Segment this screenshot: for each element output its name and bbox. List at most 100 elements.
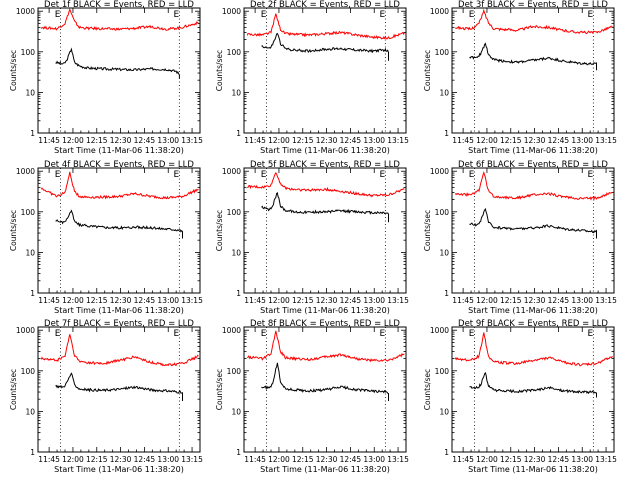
y-tick-label: 1	[30, 289, 35, 298]
x-tick-label: 12:15	[86, 296, 108, 305]
x-tick-label: 11:45	[244, 136, 266, 145]
y-axis-label: Counts/sec	[9, 210, 18, 251]
plot-frame	[37, 326, 201, 453]
x-tick-label: 13:00	[157, 296, 179, 305]
y-tick-label: 10	[231, 248, 241, 257]
chart-title: Det 4f BLACK = Events, RED = LLD	[44, 160, 194, 170]
y-tick-label: 100	[21, 367, 36, 376]
series-lld-line	[40, 334, 199, 367]
y-tick-label: 1000	[16, 167, 35, 176]
series-lld-line	[454, 8, 613, 35]
x-tick-label: 13:00	[571, 455, 593, 464]
y-tick-label: 1000	[16, 7, 35, 16]
x-tick-label: 12:45	[134, 455, 156, 464]
x-tick-label: 12:15	[500, 455, 522, 464]
y-tick-label: 1	[444, 289, 449, 298]
chart-title: Det 7f BLACK = Events, RED = LLD	[44, 319, 194, 329]
marker-label: E	[588, 329, 594, 339]
x-tick-label: 12:15	[292, 455, 314, 464]
series-events-line	[55, 47, 180, 79]
marker-label: E	[469, 329, 475, 339]
y-axis-label: Counts/sec	[215, 369, 224, 410]
x-tick-label: 12:15	[500, 136, 522, 145]
x-tick-label: 12:15	[500, 296, 522, 305]
y-axis-label: Counts/sec	[423, 50, 432, 91]
x-tick-label: 12:00	[476, 296, 498, 305]
x-tick-label: 13:00	[157, 136, 179, 145]
x-tick-label: 12:30	[316, 455, 338, 464]
chart-panel-7: Det 7f BLACK = Events, RED = LLD 1 10 100 10…	[9, 319, 203, 474]
series-events-line	[261, 362, 389, 401]
y-tick-label: 100	[227, 367, 242, 376]
marker-label: E	[380, 10, 386, 20]
x-tick-label: 12:30	[524, 455, 546, 464]
chart-title: Det 1f BLACK = Events, RED = LLD	[44, 0, 194, 10]
x-tick-label: 13:00	[363, 455, 385, 464]
marker-label: E	[261, 10, 267, 20]
y-tick-label: 100	[435, 367, 450, 376]
x-axis-label: Start Time (11-Mar-06 11:38:20)	[54, 465, 184, 474]
x-axis-label: Start Time (11-Mar-06 11:38:20)	[468, 306, 598, 315]
x-tick-label: 12:30	[316, 136, 338, 145]
chart-panel-3: Det 3f BLACK = Events, RED = LLD 1 10 100 10…	[423, 0, 617, 155]
plot-frame	[243, 167, 407, 294]
y-tick-label: 1000	[222, 326, 241, 335]
y-tick-label: 1	[236, 129, 241, 138]
chart-panel-4: Det 4f BLACK = Events, RED = LLD 1 10 100 10…	[9, 160, 203, 315]
plot-frame	[243, 7, 407, 134]
x-tick-label: 13:15	[387, 296, 409, 305]
x-tick-label: 11:45	[452, 455, 474, 464]
x-tick-label: 12:30	[524, 296, 546, 305]
x-tick-label: 12:30	[110, 296, 132, 305]
y-tick-label: 1000	[430, 326, 449, 335]
marker-label: E	[380, 329, 386, 339]
plot-frame	[37, 7, 201, 134]
marker-label: E	[588, 170, 594, 180]
x-tick-label: 12:00	[62, 296, 84, 305]
plot-frame	[451, 7, 615, 134]
x-tick-label: 12:45	[548, 455, 570, 464]
x-axis-label: Start Time (11-Mar-06 11:38:20)	[260, 465, 390, 474]
x-tick-label: 12:45	[548, 136, 570, 145]
x-tick-label: 12:30	[524, 136, 546, 145]
y-tick-label: 100	[227, 48, 242, 57]
x-tick-label: 13:15	[181, 296, 203, 305]
y-axis-label: Counts/sec	[215, 50, 224, 91]
x-tick-label: 13:15	[181, 136, 203, 145]
y-tick-label: 1	[30, 448, 35, 457]
chart-title: Det 2f BLACK = Events, RED = LLD	[250, 0, 400, 10]
marker-label: E	[55, 329, 61, 339]
x-tick-label: 13:00	[363, 136, 385, 145]
marker-label: E	[469, 170, 475, 180]
y-axis-label: Counts/sec	[9, 369, 18, 410]
y-tick-label: 1	[236, 289, 241, 298]
series-events-line	[469, 42, 597, 71]
x-tick-label: 12:30	[110, 455, 132, 464]
chart-title: Det 9f BLACK = Events, RED = LLD	[458, 319, 608, 329]
y-tick-label: 1000	[430, 7, 449, 16]
x-tick-label: 13:00	[571, 136, 593, 145]
x-tick-label: 12:30	[110, 136, 132, 145]
chart-title: Det 5f BLACK = Events, RED = LLD	[250, 160, 400, 170]
chart-title: Det 3f BLACK = Events, RED = LLD	[458, 0, 608, 10]
y-tick-label: 1	[444, 129, 449, 138]
y-tick-label: 1	[236, 448, 241, 457]
series-lld-line	[246, 13, 405, 40]
x-axis-label: Start Time (11-Mar-06 11:38:20)	[260, 306, 390, 315]
chart-panel-1: Det 1f BLACK = Events, RED = LLD 1 10 100 10…	[9, 0, 203, 155]
y-tick-label: 100	[21, 208, 36, 217]
y-tick-label: 10	[231, 88, 241, 97]
chart-title: Det 6f BLACK = Events, RED = LLD	[458, 160, 608, 170]
x-tick-label: 12:45	[134, 136, 156, 145]
y-axis-label: Counts/sec	[423, 210, 432, 251]
x-tick-label: 13:15	[181, 455, 203, 464]
x-axis-label: Start Time (11-Mar-06 11:38:20)	[260, 146, 390, 155]
x-axis-label: Start Time (11-Mar-06 11:38:20)	[54, 146, 184, 155]
x-tick-label: 12:15	[292, 296, 314, 305]
series-lld-line	[40, 171, 199, 200]
x-axis-label: Start Time (11-Mar-06 11:38:20)	[468, 146, 598, 155]
plot-frame	[37, 167, 201, 294]
y-tick-label: 10	[231, 407, 241, 416]
x-tick-label: 13:00	[363, 296, 385, 305]
x-tick-label: 13:15	[387, 136, 409, 145]
